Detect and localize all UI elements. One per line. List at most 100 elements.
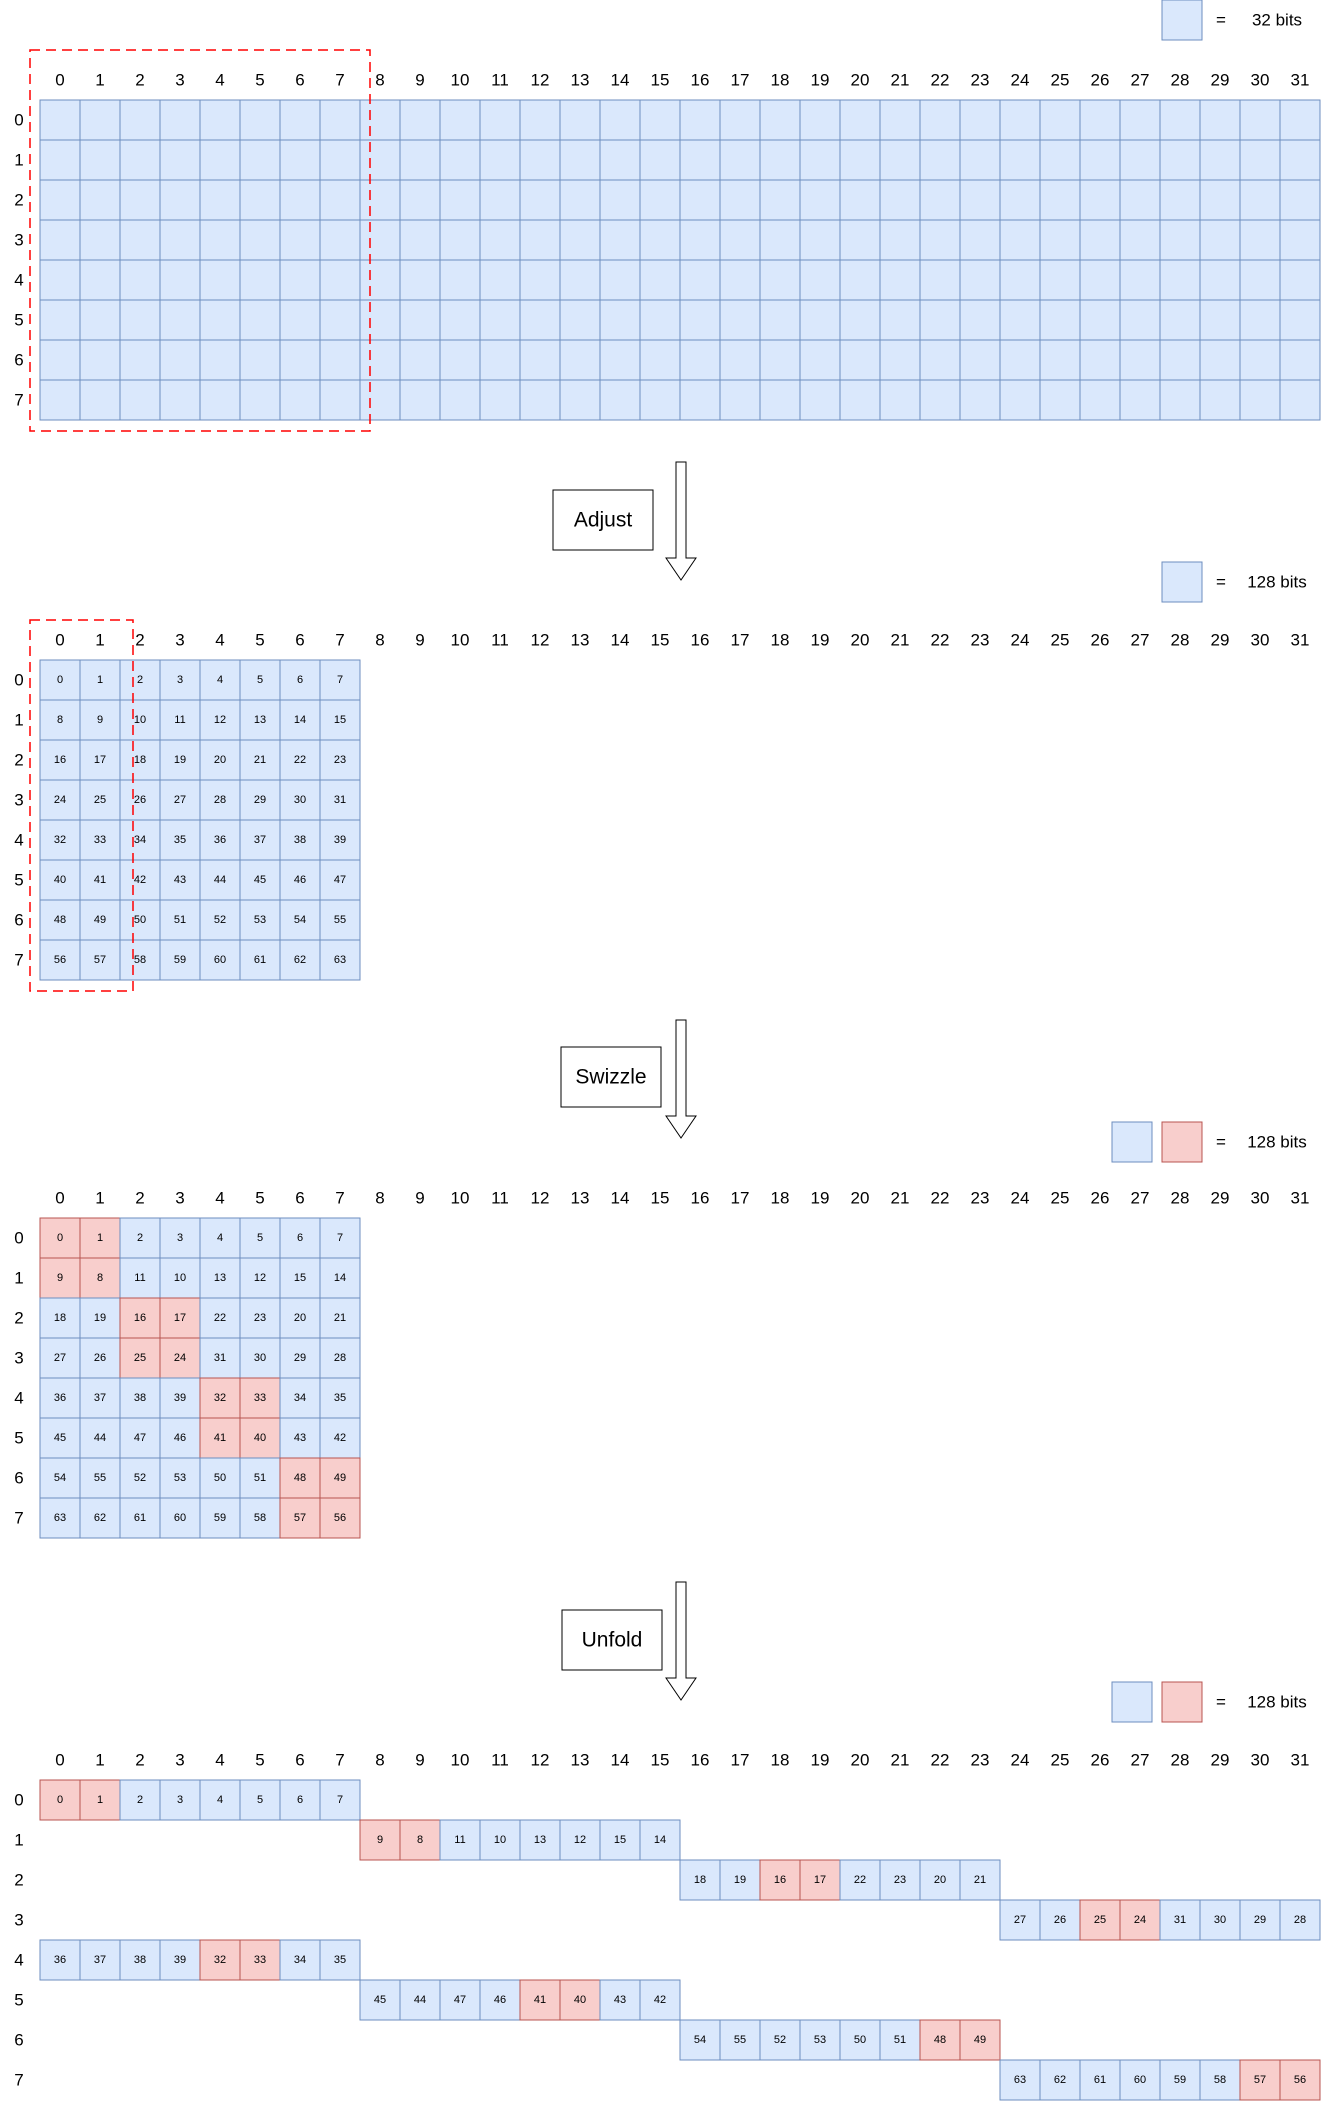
adjusted-cell [39,899,81,941]
unfolded-cell-value: 17 [814,1874,826,1886]
row-header: 6 [14,2031,23,2050]
row-header: 7 [14,391,23,410]
adjusted-cell-value: 6 [297,674,303,686]
grid-cell-32bit [279,259,321,301]
adjusted-cell-value: 2 [137,674,143,686]
grid-cell-32bit [1199,139,1241,181]
column-header: 20 [851,71,870,90]
adjusted-cell-value: 32 [54,834,66,846]
grid-cell-32bit [1279,139,1321,181]
swizzled-cell [279,1497,321,1539]
grid-cell-32bit [1239,139,1281,181]
grid-cell-32bit [159,259,201,301]
column-header: 18 [771,71,790,90]
grid-cell-32bit [439,339,481,381]
adjusted-cell-value: 29 [254,794,266,806]
column-header: 29 [1211,1751,1230,1770]
grid-cell-32bit [79,219,121,261]
column-header: 7 [335,1189,344,1208]
column-header: 14 [611,631,630,650]
grid-cell-32bit [79,259,121,301]
unfolded-cell [559,1819,601,1861]
swizzled-cell [159,1217,201,1259]
column-header: 5 [255,1189,264,1208]
adjusted-cell [319,819,361,861]
grid-cell-32bit [199,179,241,221]
swizzled-cell-value: 18 [54,1312,66,1324]
grid-cell-32bit [1039,139,1081,181]
adjusted-cell-value: 40 [54,874,66,886]
adjusted-cell-value: 55 [334,914,346,926]
grid-cell-32bit [199,299,241,341]
column-header: 12 [531,71,550,90]
unfolded-cell-value: 51 [894,2034,906,2046]
swizzled-cell-value: 42 [334,1432,346,1444]
column-header: 13 [571,1751,590,1770]
unfolded-cell-value: 32 [214,1954,226,1966]
row-header: 2 [14,191,23,210]
grid-cell-32bit [599,259,641,301]
grid-cell-32bit [399,99,441,141]
swizzled-cell-value: 43 [294,1432,306,1444]
column-header: 11 [491,631,509,650]
grid-cell-32bit [79,339,121,381]
swizzled-cell-value: 35 [334,1392,346,1404]
column-header: 21 [891,631,910,650]
swizzled-cell-value: 57 [294,1512,306,1524]
row-header: 1 [14,151,23,170]
legend-equals-sign: = [1216,1133,1226,1152]
grid-cell-32bit [239,259,281,301]
column-header: 15 [651,1189,670,1208]
grid-cell-32bit [1199,179,1241,221]
grid-cell-32bit [679,139,721,181]
unfolded-cell-value: 47 [454,1994,466,2006]
adjusted-cell-value: 58 [134,954,146,966]
row-header: 3 [14,791,23,810]
swizzled-cell [119,1337,161,1379]
grid-cell-32bit [639,219,681,261]
column-header: 0 [55,631,64,650]
legend-label: 128 bits [1247,573,1307,592]
unfolded-cell [79,1779,121,1821]
row-header: 6 [14,1469,23,1488]
adjusted-cell-value: 44 [214,874,226,886]
adjusted-cell [239,939,281,981]
adjusted-cell [119,899,161,941]
column-header: 13 [571,1189,590,1208]
grid-cell-32bit [1079,259,1121,301]
grid-cell-32bit [1239,219,1281,261]
grid-cell-32bit [1119,379,1161,421]
adjusted-cell-value: 13 [254,714,266,726]
grid-cell-32bit [119,99,161,141]
grid-cell-32bit [679,219,721,261]
swizzled-cell-value: 47 [134,1432,146,1444]
legend-label: 128 bits [1247,1693,1307,1712]
grid-cell-32bit [519,259,561,301]
column-header: 22 [931,631,950,650]
swizzled-cell [239,1457,281,1499]
swizzled-cell-value: 33 [254,1392,266,1404]
unfolded-cell [359,1819,401,1861]
unfolded-cell-value: 56 [1294,2074,1306,2086]
adjusted-cell [319,659,361,701]
grid-cell-32bit [759,379,801,421]
swizzled-cell-value: 2 [137,1232,143,1244]
unfolded-cell-value: 25 [1094,1914,1106,1926]
adjusted-cell [39,659,81,701]
swizzled-cell-value: 45 [54,1432,66,1444]
grid-cell-32bit [999,379,1041,421]
grid-cell-32bit [999,219,1041,261]
unfolded-cell [119,1939,161,1981]
grid-cell-32bit [119,219,161,261]
grid-cell-32bit [159,379,201,421]
adjusted-cell [119,779,161,821]
unfolded-cell-value: 21 [974,1874,986,1886]
adjusted-cell [79,699,121,741]
unfolded-cell-value: 19 [734,1874,746,1886]
unfolded-cell-value: 8 [417,1834,423,1846]
column-header: 31 [1291,71,1310,90]
adjusted-cell-value: 14 [294,714,306,726]
swizzled-cell-value: 49 [334,1472,346,1484]
grid-cell-32bit [479,259,521,301]
adjusted-cell [159,779,201,821]
